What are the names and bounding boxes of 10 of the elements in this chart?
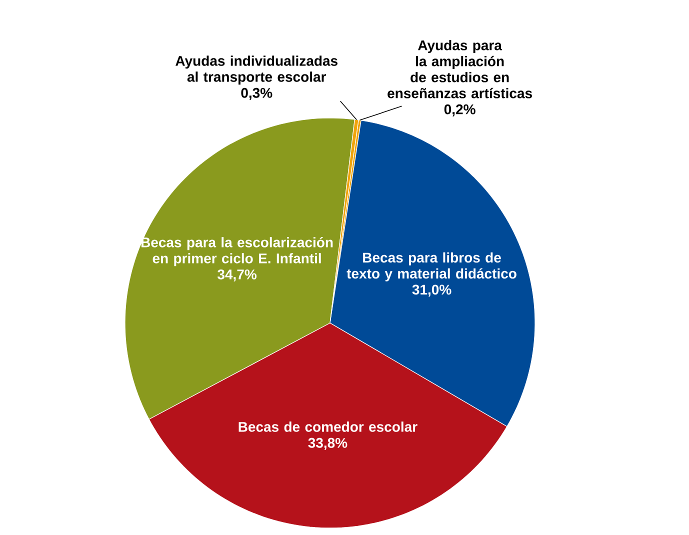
- data-label: 33,8%: [308, 438, 348, 450]
- slice-label: Becas para libros de texto y material didáctico: [346, 252, 516, 282]
- data-label: 34,7%: [218, 269, 257, 282]
- data-label: 0,3%: [241, 88, 272, 100]
- data-label: 31,0%: [412, 284, 452, 297]
- slice-label: Ayudas para la ampliación de estudios en enseñanzas artísticas: [388, 40, 532, 98]
- slice-label: Becas para la escolarización en primer ciclo E. Infantil: [141, 236, 333, 266]
- slice-label: Becas de comedor escolar: [238, 422, 418, 432]
- slice-label: Ayudas individualizadas al transporte escolar: [176, 56, 338, 85]
- data-label: 0,2%: [444, 104, 476, 116]
